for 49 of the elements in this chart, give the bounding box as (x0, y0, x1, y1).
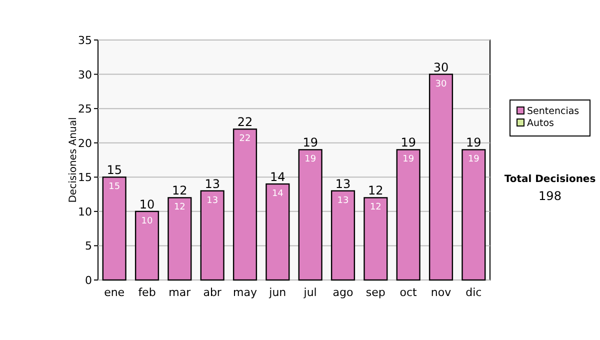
data-label: 19 (304, 154, 316, 165)
x-tick-label: mar (168, 286, 192, 299)
text: Total Decisiones (504, 174, 596, 185)
data-label: 30 (435, 79, 447, 90)
x-tick-label: sep (366, 286, 386, 299)
text: 198 (538, 189, 562, 203)
total-label: 13 (204, 176, 220, 191)
x-tick-label: ago (332, 286, 354, 299)
x-tick-label: jul (302, 286, 317, 299)
legend-label: Autos (527, 118, 554, 129)
data-label: 12 (174, 202, 186, 213)
y-tick-label: 20 (78, 136, 92, 150)
total-label: 12 (172, 184, 188, 198)
data-label: 10 (141, 216, 153, 226)
y-tick-label: 25 (78, 102, 92, 116)
y-tick-label: 10 (78, 205, 92, 218)
data-label: 22 (239, 134, 251, 144)
x-tick-label: abr (203, 286, 222, 299)
total-label: 10 (139, 197, 155, 212)
total-label: 30 (433, 60, 449, 74)
total-label: 19 (400, 136, 416, 150)
total-label: 12 (368, 184, 384, 198)
data-label: 14 (272, 189, 284, 199)
data-label: 19 (468, 154, 480, 165)
y-tick-label: 0 (85, 274, 92, 287)
x-tick-label: oct (400, 286, 418, 299)
y-tick-label: 5 (85, 240, 92, 253)
y-tick-label: 30 (78, 68, 92, 82)
total-label: 19 (466, 136, 482, 150)
y-tick-label: 15 (78, 171, 92, 184)
data-label: 13 (206, 196, 218, 206)
x-tick-label: dic (466, 286, 482, 299)
x-tick-label: feb (138, 286, 156, 299)
data-label: 15 (108, 182, 120, 192)
y-tick-label: 35 (78, 34, 92, 47)
x-tick-label: may (233, 286, 258, 299)
data-label: 12 (370, 202, 382, 213)
x-tick-label: nov (430, 286, 452, 299)
total-label: 22 (237, 115, 253, 130)
data-label: 13 (337, 196, 349, 206)
legend-label: Sentencias (527, 106, 580, 117)
x-tick-label: ene (104, 286, 125, 299)
y-axis-title: Decisiones Anual (68, 117, 79, 203)
total-label: 13 (335, 176, 351, 191)
total-label: 14 (270, 170, 286, 184)
total-label: 19 (302, 136, 318, 150)
data-label: 19 (402, 154, 414, 165)
x-tick-label: jun (268, 286, 286, 299)
total-label: 15 (106, 163, 122, 178)
